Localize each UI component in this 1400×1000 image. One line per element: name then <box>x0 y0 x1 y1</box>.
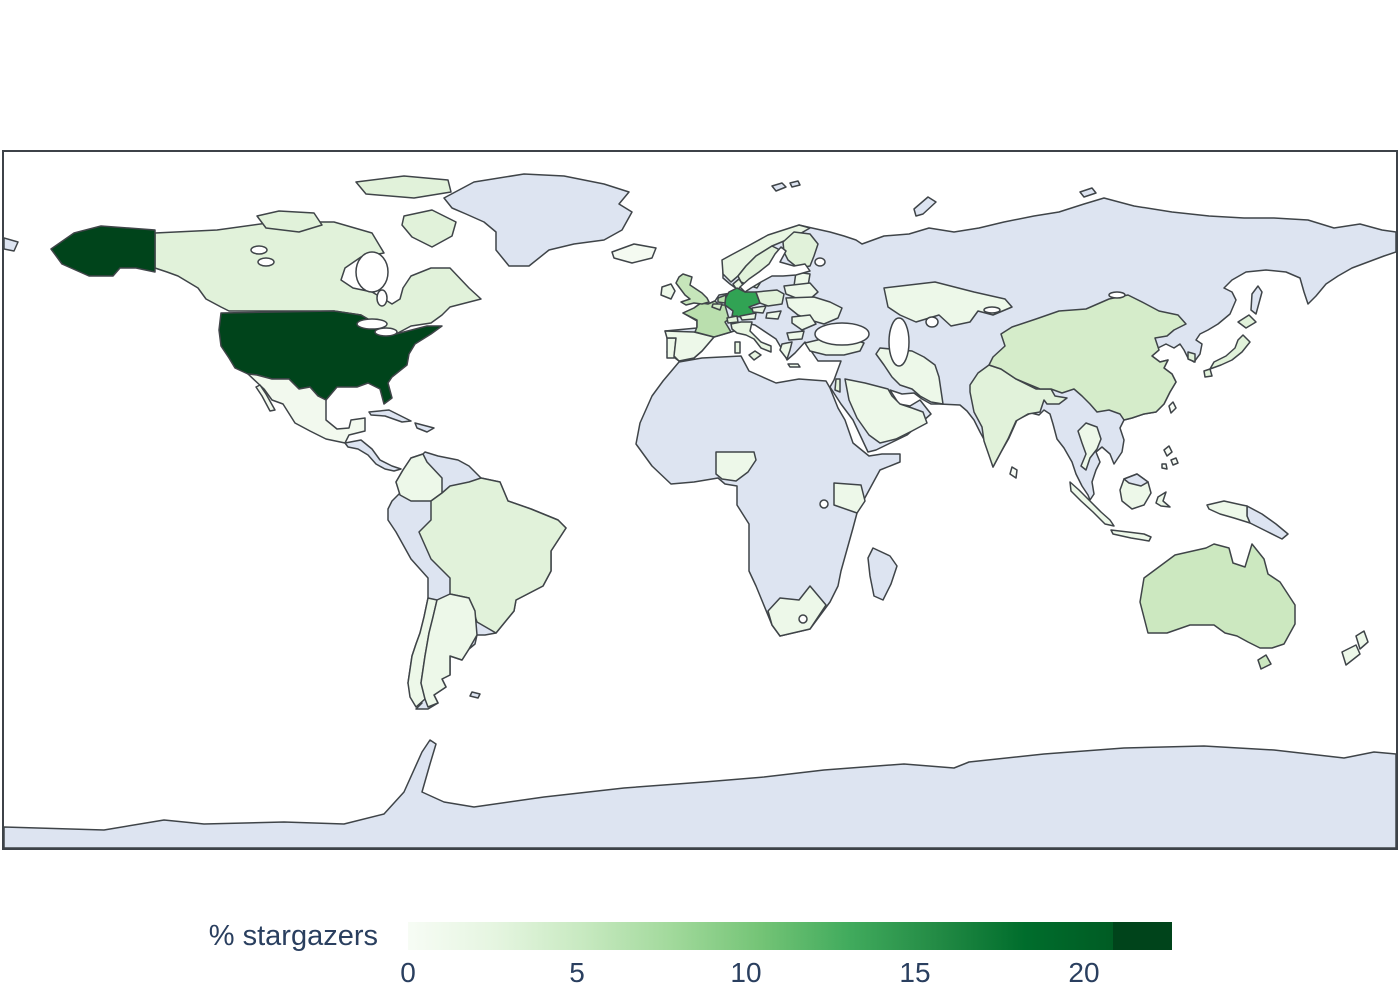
country-italy-sicily <box>748 350 762 361</box>
country-switzerland <box>726 315 739 324</box>
country-canada-baffin-island <box>401 209 457 248</box>
country-sri-lanka <box>1009 466 1018 479</box>
country-argentina <box>420 593 478 708</box>
map-canvas <box>4 173 1396 848</box>
country-australia <box>1139 543 1296 649</box>
island-madagascar <box>867 547 898 601</box>
region-malaysian-borneo <box>1123 473 1149 487</box>
lake-balkhash <box>983 306 1001 314</box>
baltic-sea <box>739 246 811 293</box>
landmass-chukotka-sliver <box>4 237 19 252</box>
great-lakes-upper <box>356 318 388 330</box>
country-nigeria <box>715 451 757 482</box>
caspian-sea <box>888 317 910 367</box>
island-cuba <box>368 409 412 423</box>
country-new-zealand-south <box>1341 644 1361 666</box>
colorbar-tick-0: 0 <box>400 957 416 988</box>
country-new-zealand-north <box>1355 630 1369 650</box>
country-philippines <box>1161 445 1179 470</box>
island-novaya-zemlya <box>913 196 937 217</box>
landmass-greenland <box>443 173 633 267</box>
country-ireland <box>660 283 676 300</box>
country-poland <box>755 289 785 307</box>
country-czechia <box>751 305 767 314</box>
country-belgium <box>711 303 723 311</box>
country-greece-crete <box>787 363 801 368</box>
colorbar-gradient <box>408 922 1113 950</box>
country-canada-victoria-island <box>256 210 323 233</box>
country-taiwan <box>1168 401 1177 414</box>
james-bay <box>376 289 388 307</box>
country-mexico-baja <box>255 384 276 412</box>
island-falklands <box>469 691 481 699</box>
aral-sea <box>925 316 939 328</box>
hudson-bay <box>355 251 389 293</box>
country-australia-tasmania <box>1257 654 1272 670</box>
country-south-korea <box>1187 351 1196 363</box>
country-saudi-arabia <box>844 378 928 444</box>
country-kenya <box>833 482 866 514</box>
country-ukraine <box>785 296 843 325</box>
country-mexico <box>247 373 366 444</box>
colorbar-title: % stargazers <box>208 920 378 952</box>
country-canada <box>154 221 482 335</box>
colorbar-over-max-block <box>1113 922 1172 950</box>
country-kazakhstan <box>883 281 1013 327</box>
great-lakes-lower <box>374 327 398 337</box>
country-iceland <box>611 243 657 264</box>
colorbar-tick-5: 5 <box>569 957 585 988</box>
country-canada-ellesmere-island <box>355 175 452 199</box>
island-sakhalin <box>1250 285 1263 315</box>
country-usa-alaska <box>50 225 156 277</box>
island-svalbard <box>771 180 801 192</box>
great-slave-lake <box>257 257 275 267</box>
country-italy <box>730 321 772 353</box>
country-austria <box>739 312 757 321</box>
world-choropleth-map[interactable] <box>2 150 1398 850</box>
country-indonesia-java <box>1110 529 1152 542</box>
colorbar-tick-10: 10 <box>730 957 762 988</box>
island-severnaya-zemlya <box>1079 187 1097 198</box>
country-indonesia-sulawesi <box>1155 491 1171 508</box>
landmass-antarctica <box>4 739 1396 848</box>
lesotho-hole <box>798 614 808 624</box>
country-china <box>988 294 1187 421</box>
island-new-guinea-east <box>1246 505 1289 540</box>
colorbar-tick-15: 15 <box>899 957 931 988</box>
landmass-africa <box>635 355 901 637</box>
island-hispaniola <box>414 422 435 433</box>
water-bodies <box>250 245 1126 624</box>
country-uk <box>675 273 710 306</box>
country-hungary <box>765 310 782 320</box>
country-bulgaria <box>786 330 805 341</box>
data-countries <box>50 175 1369 708</box>
country-thailand <box>1077 422 1102 471</box>
country-japan-hokkaido <box>1237 314 1257 329</box>
lake-baikal <box>1108 291 1126 299</box>
colorbar-tick-20: 20 <box>1068 957 1100 988</box>
country-south-africa <box>767 585 827 637</box>
landmass-central-america <box>344 439 402 472</box>
country-italy-sardinia <box>734 341 741 354</box>
country-japan-kyushu <box>1203 368 1213 378</box>
country-romania <box>791 314 817 331</box>
lake-victoria <box>819 499 829 509</box>
country-indonesia-new-guinea-west <box>1206 500 1251 524</box>
country-japan-honshu <box>1209 334 1251 370</box>
country-finland <box>782 231 819 269</box>
country-netherlands <box>717 294 727 304</box>
country-greece <box>779 341 793 360</box>
country-israel <box>834 378 841 393</box>
country-indonesia-sumatra <box>1069 481 1115 527</box>
great-bear-lake <box>250 245 268 255</box>
lake-ladoga <box>814 257 826 267</box>
black-sea <box>814 322 870 346</box>
